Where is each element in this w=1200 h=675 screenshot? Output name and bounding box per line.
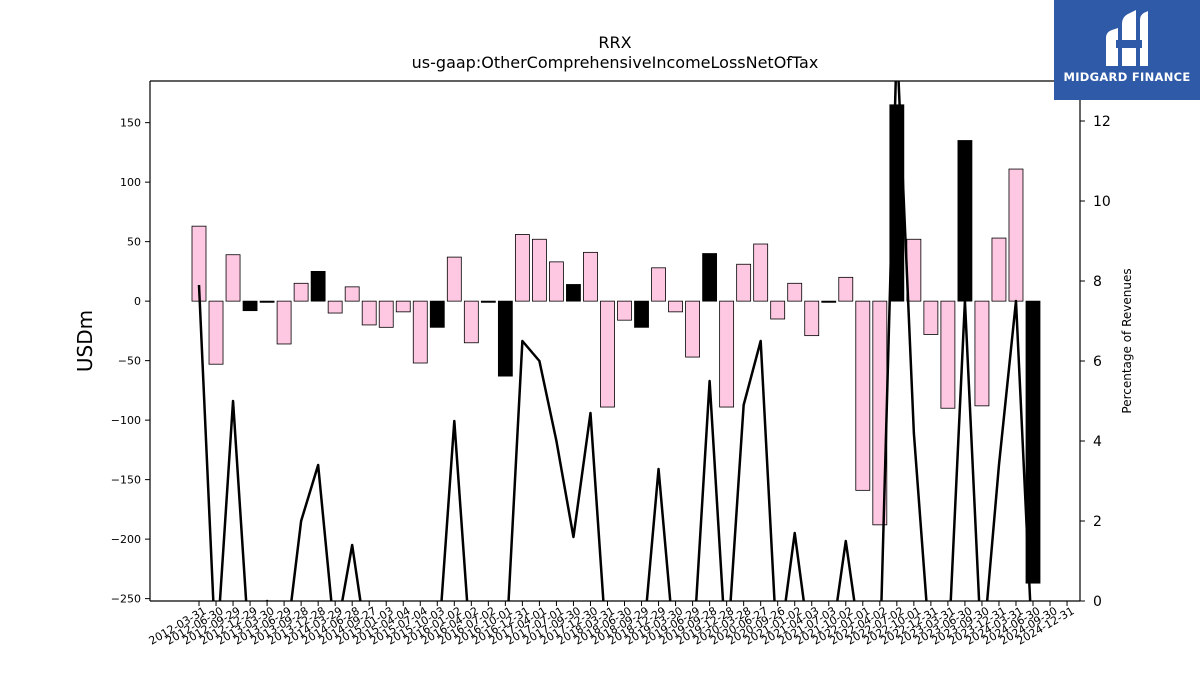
bar: [719, 300, 735, 408]
bar: [242, 300, 258, 312]
logo-text: MIDGARD FINANCE: [1063, 70, 1191, 84]
y2-tick-label: 2: [1093, 514, 1102, 530]
y2-tick-label: 6: [1093, 354, 1102, 370]
bar: [804, 300, 820, 337]
bar: [600, 300, 615, 408]
y-tick-label: 100: [120, 176, 141, 189]
bar: [940, 300, 956, 409]
y-tick-label: −150: [111, 474, 141, 487]
bar: [446, 256, 462, 302]
y-tick-label: −250: [111, 593, 141, 606]
y-tick-label: 0: [134, 295, 141, 308]
bar: [344, 286, 360, 302]
bar: [583, 251, 598, 302]
y-tick-label: −100: [111, 414, 141, 427]
line-series: [197, 81, 1032, 601]
bar: [974, 300, 990, 407]
bar: [514, 234, 530, 302]
bar: [838, 276, 854, 302]
bar: [702, 253, 718, 302]
y-tick-label: 150: [120, 117, 141, 130]
y2-tick-label: 4: [1093, 434, 1102, 450]
bar: [1025, 300, 1041, 584]
bar: [957, 140, 973, 302]
y2-axis-label: Percentage of Revenues: [1120, 268, 1134, 413]
bar: [685, 300, 700, 358]
bar: [225, 254, 241, 302]
midgard-logo-icon: [1106, 10, 1148, 66]
bar: [787, 282, 803, 302]
bar: [293, 282, 309, 302]
bar: [208, 300, 224, 365]
bar: [736, 263, 752, 302]
y-axis-label: USDm: [73, 310, 97, 372]
bar: [429, 300, 445, 328]
bar: [361, 300, 377, 326]
bar: [480, 300, 496, 303]
bar: [463, 300, 479, 344]
y2-tick-label: 0: [1093, 594, 1102, 610]
y-tick-label: 50: [127, 236, 141, 249]
bar: [532, 238, 547, 302]
y2-tick-label: 12: [1093, 114, 1111, 130]
bar: [1008, 168, 1024, 302]
chart-subtitle: us-gaap:OtherComprehensiveIncomeLossNetO…: [412, 53, 819, 72]
bar: [497, 300, 513, 377]
bar: [617, 300, 632, 321]
bar: [310, 270, 326, 302]
bar: [634, 300, 649, 328]
chart-title: RRX: [598, 33, 631, 52]
bar: [855, 300, 871, 491]
bar: [991, 237, 1007, 302]
bar: [753, 243, 769, 302]
bar: [378, 300, 394, 328]
y-tick-label: −200: [111, 533, 141, 546]
bar: [327, 300, 343, 314]
bar: [668, 300, 683, 313]
bar: [651, 267, 666, 302]
bar: [276, 300, 292, 345]
bar: [549, 261, 564, 302]
bar-group: [191, 104, 1041, 584]
bar: [395, 300, 411, 313]
bar: [259, 300, 275, 303]
y2-tick-label: 10: [1093, 194, 1111, 210]
brand-logo: MIDGARD FINANCE: [1054, 0, 1200, 100]
series-line: [197, 81, 1032, 601]
bar: [412, 300, 428, 364]
y2-tick-label: 8: [1093, 274, 1102, 290]
bar: [923, 300, 939, 335]
bar: [821, 300, 837, 303]
bar: [770, 300, 786, 320]
y-tick-label: −50: [118, 355, 141, 368]
bar: [566, 284, 581, 302]
